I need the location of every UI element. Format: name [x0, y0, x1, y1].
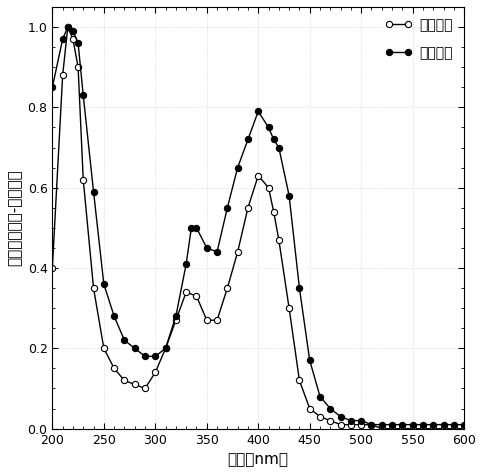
乙醇溶液 [266, 185, 271, 191]
固体薄膜 [307, 357, 313, 363]
乙醇溶液 [307, 406, 313, 411]
乙醇溶液 [183, 289, 189, 295]
乙醇溶液 [142, 386, 148, 392]
固体薄膜 [266, 125, 271, 130]
乙醇溶液 [420, 426, 426, 431]
固体薄膜 [80, 92, 86, 98]
固体薄膜 [276, 145, 282, 150]
固体薄膜 [65, 24, 71, 30]
固体薄膜 [173, 313, 179, 319]
乙醇溶液 [49, 265, 55, 271]
乙醇溶液 [430, 426, 436, 431]
乙醇溶液 [75, 64, 81, 70]
Y-axis label: 归一化的紫外-可见吸收: 归一化的紫外-可见吸收 [7, 169, 22, 266]
固体薄膜 [430, 422, 436, 428]
固体薄膜 [188, 225, 194, 231]
乙醇溶液 [451, 426, 457, 431]
乙醇溶液 [194, 293, 199, 299]
固体薄膜 [297, 285, 302, 291]
固体薄膜 [75, 40, 81, 46]
固体薄膜 [358, 418, 364, 423]
乙醇溶液 [235, 249, 241, 255]
固体薄膜 [271, 137, 277, 142]
Line: 固体薄膜: 固体薄膜 [49, 24, 467, 428]
固体薄膜 [379, 422, 384, 428]
固体薄膜 [101, 281, 107, 287]
固体薄膜 [142, 354, 148, 359]
固体薄膜 [235, 165, 241, 171]
乙醇溶液 [379, 426, 384, 431]
乙醇溶液 [271, 209, 277, 215]
固体薄膜 [369, 422, 374, 428]
乙醇溶液 [80, 177, 86, 182]
固体薄膜 [225, 205, 230, 210]
乙醇溶液 [111, 365, 117, 371]
乙醇溶液 [440, 426, 446, 431]
固体薄膜 [204, 245, 210, 251]
固体薄膜 [420, 422, 426, 428]
固体薄膜 [132, 346, 138, 351]
乙醇溶液 [65, 24, 71, 30]
固体薄膜 [461, 422, 467, 428]
乙醇溶液 [297, 378, 302, 383]
固体薄膜 [91, 189, 97, 194]
固体薄膜 [194, 225, 199, 231]
X-axis label: 波长（nm）: 波长（nm） [228, 452, 289, 467]
固体薄膜 [49, 84, 55, 90]
乙醇溶液 [276, 237, 282, 243]
乙醇溶液 [153, 370, 158, 375]
固体薄膜 [245, 137, 251, 142]
乙醇溶液 [122, 378, 128, 383]
固体薄膜 [451, 422, 457, 428]
乙醇溶液 [369, 422, 374, 428]
固体薄膜 [338, 414, 343, 419]
乙醇溶液 [358, 422, 364, 428]
固体薄膜 [286, 193, 292, 199]
乙醇溶液 [348, 422, 354, 428]
乙醇溶液 [461, 426, 467, 431]
乙醇溶液 [204, 318, 210, 323]
乙醇溶液 [256, 173, 261, 179]
固体薄膜 [111, 313, 117, 319]
乙醇溶液 [225, 285, 230, 291]
固体薄膜 [60, 36, 66, 42]
固体薄膜 [256, 109, 261, 114]
固体薄膜 [214, 249, 220, 255]
固体薄膜 [440, 422, 446, 428]
乙醇溶液 [132, 382, 138, 387]
乙醇溶液 [245, 205, 251, 210]
乙醇溶液 [91, 285, 97, 291]
乙醇溶液 [60, 73, 66, 78]
乙醇溶液 [338, 422, 343, 428]
乙醇溶液 [214, 318, 220, 323]
Line: 乙醇溶液: 乙醇溶液 [49, 24, 467, 432]
固体薄膜 [327, 406, 333, 411]
固体薄膜 [317, 394, 323, 400]
乙醇溶液 [317, 414, 323, 419]
固体薄膜 [389, 422, 395, 428]
乙醇溶液 [410, 426, 415, 431]
Legend: 乙醇溶液, 固体薄膜: 乙醇溶液, 固体薄膜 [381, 14, 457, 64]
乙醇溶液 [327, 418, 333, 423]
乙醇溶液 [70, 36, 76, 42]
固体薄膜 [122, 337, 128, 343]
固体薄膜 [153, 354, 158, 359]
固体薄膜 [163, 346, 169, 351]
乙醇溶液 [286, 305, 292, 311]
乙醇溶液 [163, 346, 169, 351]
乙醇溶液 [389, 426, 395, 431]
固体薄膜 [399, 422, 405, 428]
固体薄膜 [183, 261, 189, 267]
乙醇溶液 [101, 346, 107, 351]
固体薄膜 [348, 418, 354, 423]
固体薄膜 [70, 28, 76, 34]
乙醇溶液 [173, 318, 179, 323]
乙醇溶液 [399, 426, 405, 431]
固体薄膜 [410, 422, 415, 428]
